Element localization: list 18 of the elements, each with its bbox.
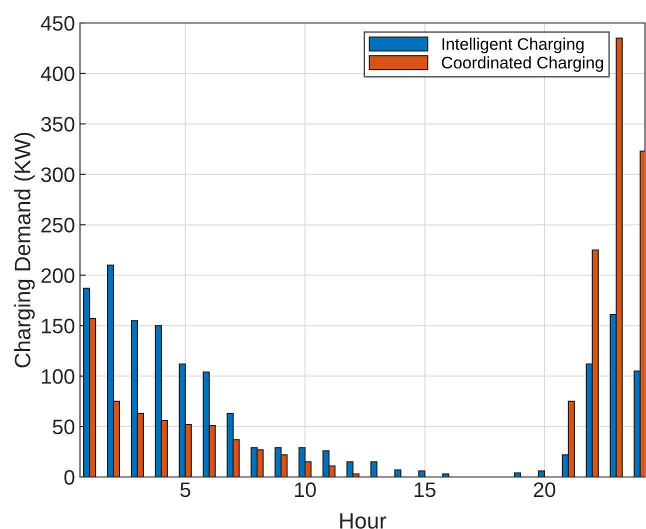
x-tick-label: 15 (414, 482, 436, 498)
x-tick-label: 20 (534, 482, 556, 498)
y-tick-label: 350 (41, 116, 74, 132)
legend-label: Coordinated Charging (442, 56, 604, 72)
x-tick-label: 10 (295, 482, 316, 498)
y-tick-label: 400 (40, 66, 74, 82)
y-tick-label: 50 (52, 420, 74, 434)
x-tick-label: 5 (180, 482, 190, 498)
y-tick-label: 250 (41, 218, 74, 233)
x-axis-title: Hour (340, 513, 386, 529)
y-axis-title: Charging Demand (KW) (14, 132, 35, 368)
y-tick-label: 300 (41, 167, 74, 182)
y-tick-label: 100 (42, 369, 74, 384)
legend-label: Intelligent Charging (442, 38, 584, 54)
y-tick-label: 450 (40, 16, 74, 31)
y-tick-label: 200 (41, 268, 74, 283)
y-tick-label: 150 (42, 318, 74, 334)
y-tick-label: 0 (64, 470, 74, 485)
